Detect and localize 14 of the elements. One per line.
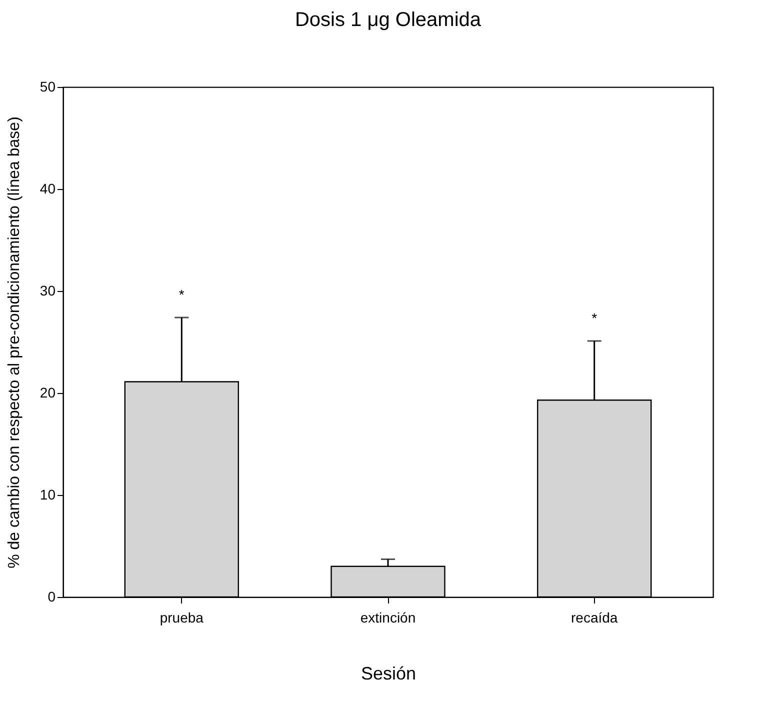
annotation: *	[178, 286, 185, 303]
annotation: *	[592, 310, 598, 326]
y-axis-title: % de cambio con respecto al pre-condicionamiento (línea base)	[6, 116, 23, 568]
x-tick-label: recaída	[571, 610, 618, 626]
x-tick-label: extinción	[360, 610, 416, 626]
chart-title: Dosis 1 μg Oleamida	[294, 9, 482, 31]
y-tick-label: 30	[40, 282, 56, 298]
y-tick-label: 0	[48, 588, 56, 604]
y-tick-label: 40	[40, 180, 56, 196]
x-tick-label: prueba	[160, 610, 204, 626]
y-tick-label: 50	[40, 78, 56, 94]
y-tick-label: 10	[40, 486, 56, 502]
x-axis-title: Sesión	[360, 664, 416, 684]
y-tick-label: 20	[40, 384, 56, 400]
